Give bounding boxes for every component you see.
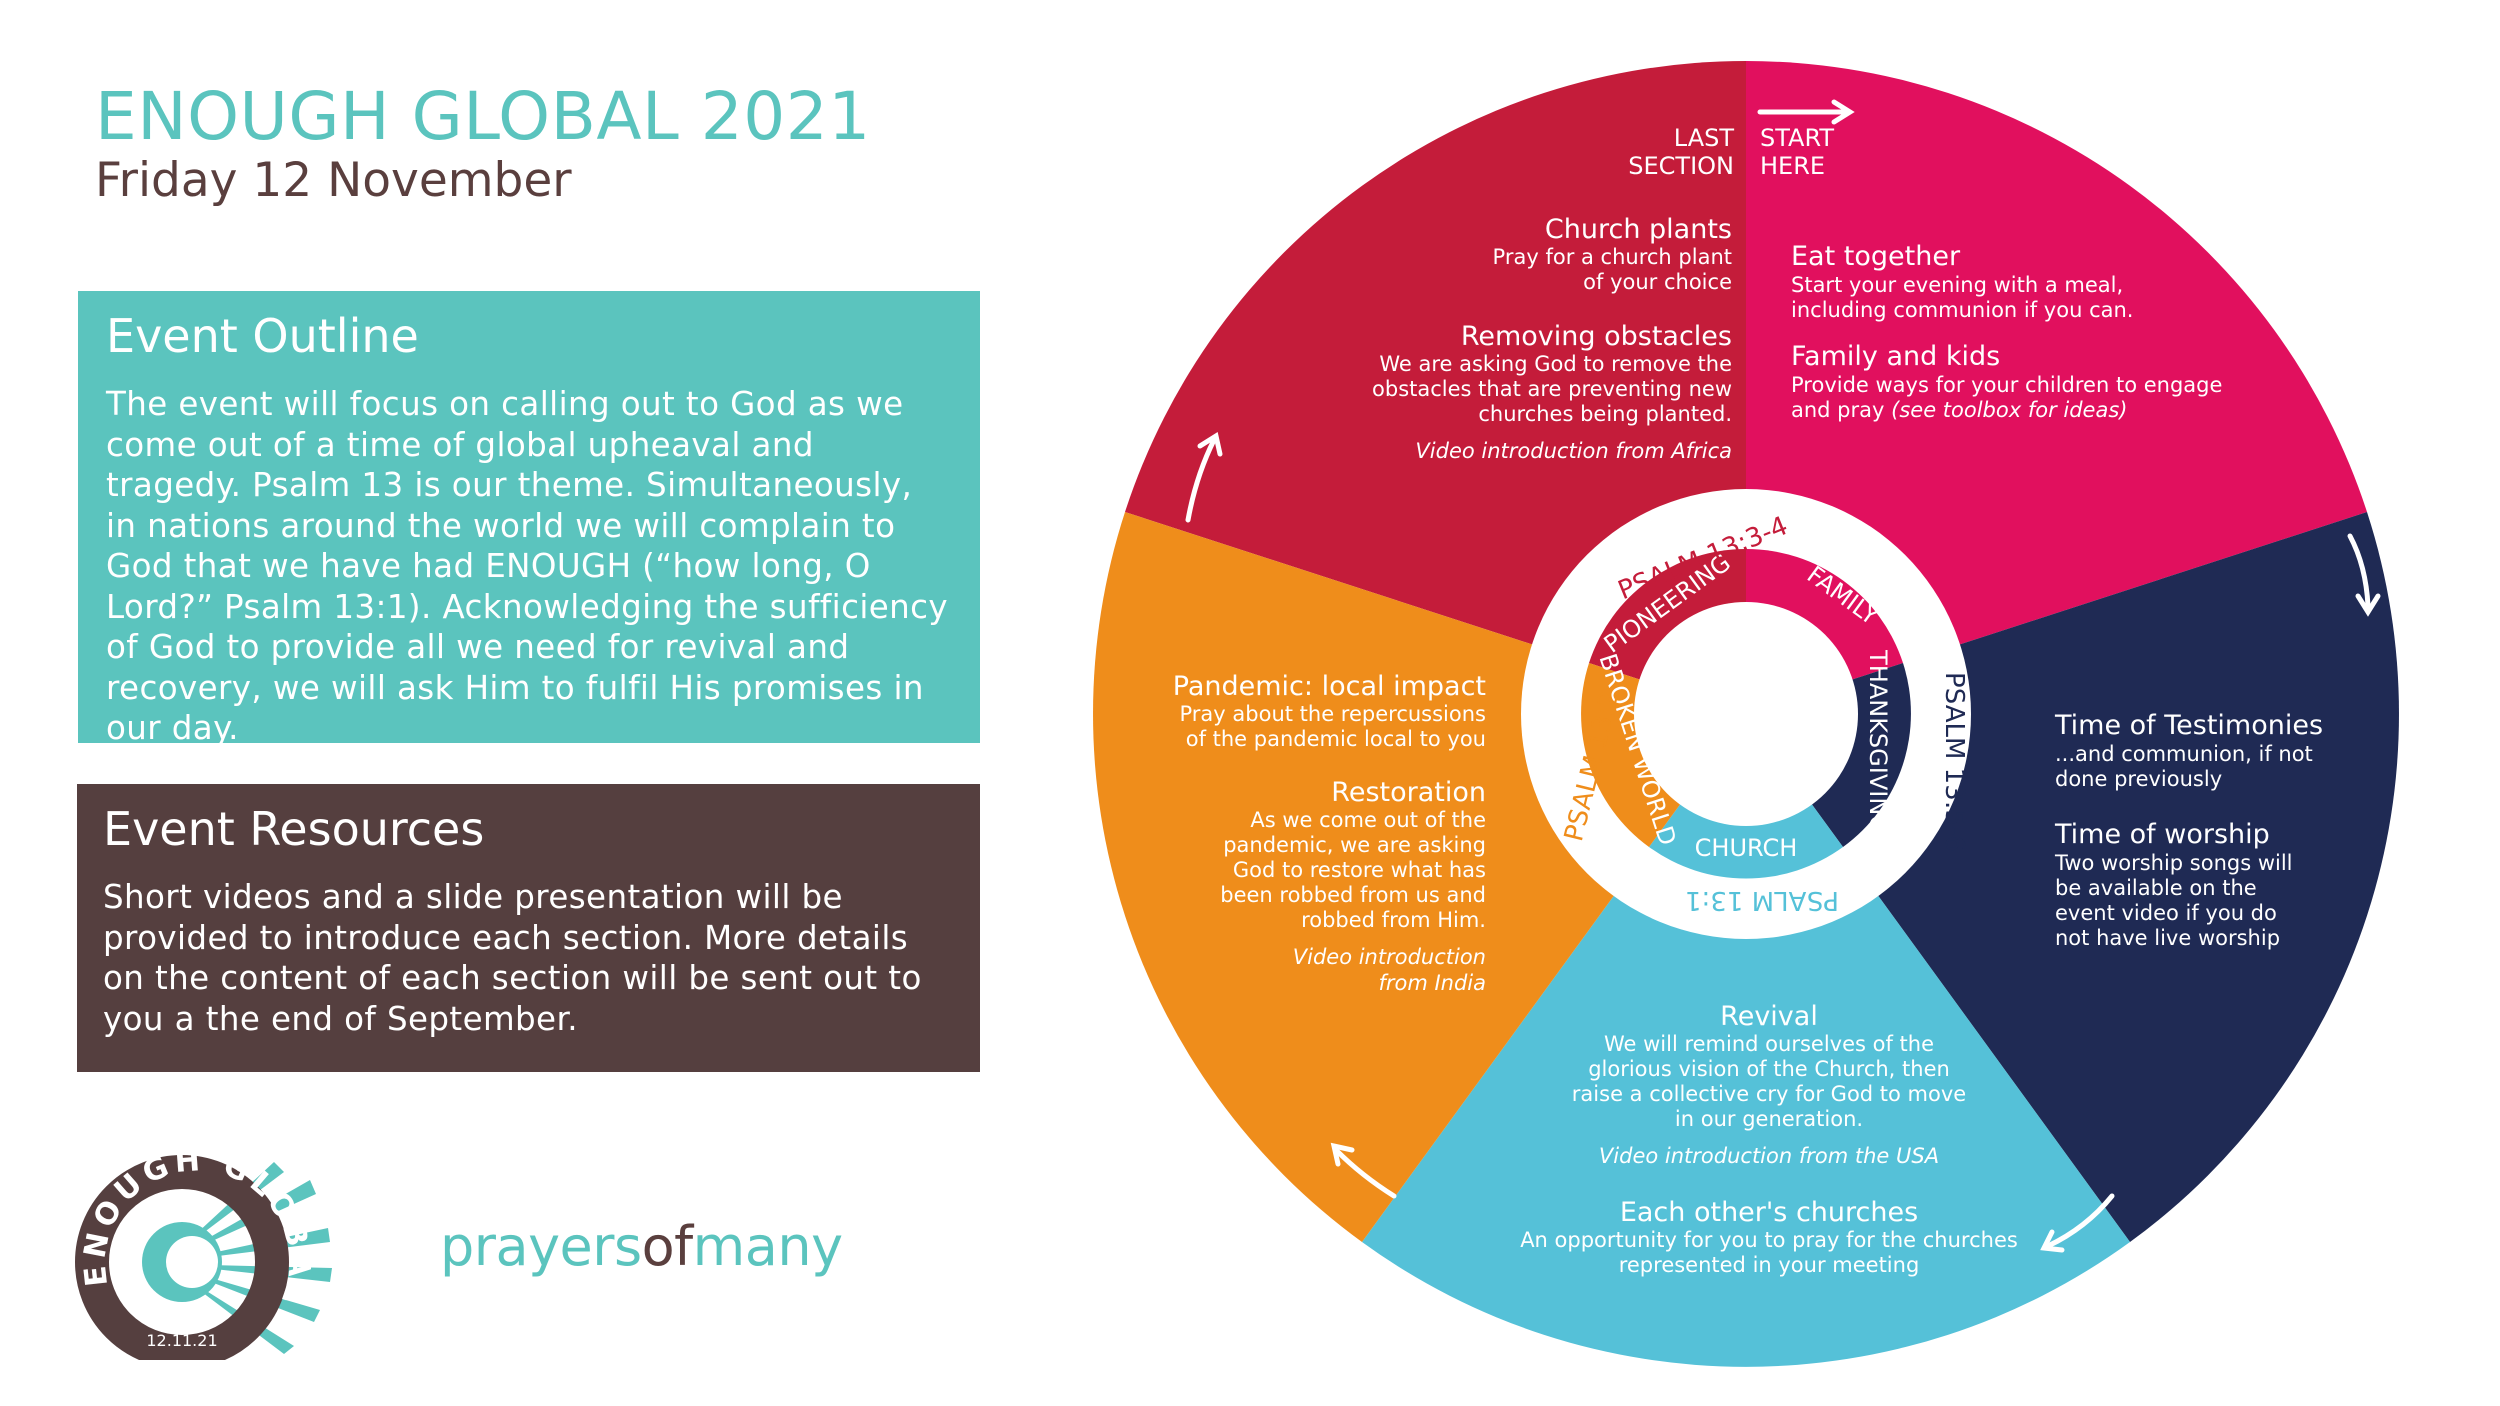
eat-together-line2: including communion if you can. xyxy=(1791,298,2133,322)
church-video-note: Video introduction from the USA xyxy=(1599,1144,1939,1168)
testimonies-line2: done previously xyxy=(2055,767,2222,791)
logo-date: 12.11.21 xyxy=(146,1331,217,1350)
label-psalm-1: PSALM 13:1 xyxy=(1685,885,1839,915)
event-resources-text: Short videos and a slide presentation wi… xyxy=(103,878,922,1038)
family-kids-line2: and pray (see toolbox for ideas) xyxy=(1791,398,2127,422)
family-kids-line1: Provide ways for your children to engage xyxy=(1791,373,2222,397)
removing-obstacles-line1: We are asking God to remove the xyxy=(1379,352,1732,376)
event-resources-panel: Event Resources Short videos and a slide… xyxy=(77,784,980,1072)
wheel-centre xyxy=(1634,602,1858,826)
sector-church xyxy=(1362,714,2130,1367)
logo-inner-hole xyxy=(166,1236,218,1288)
restoration-line1: As we come out of the xyxy=(1250,808,1486,832)
revival-title: Revival xyxy=(1720,1001,1818,1032)
event-outline-heading: Event Outline xyxy=(106,309,419,363)
sector-family xyxy=(1746,60,2367,714)
prayers-of-many-logo: prayersofmany xyxy=(440,1215,843,1278)
worship-line1: Two worship songs will xyxy=(2054,851,2293,875)
revival-line2: glorious vision of the Church, then xyxy=(1588,1057,1950,1081)
removing-obstacles-title: Removing obstacles xyxy=(1461,321,1732,352)
arrow-start-icon xyxy=(1757,99,1855,125)
restoration-line4: been robbed from us and xyxy=(1220,883,1486,907)
enough-global-logo: ENOUGH GLOBAL 12.11.21 xyxy=(75,1150,332,1360)
eat-together-title: Eat together xyxy=(1791,241,1961,272)
eat-together-line1: Start your evening with a meal, xyxy=(1791,273,2123,297)
arrow-church-icon xyxy=(1330,1142,1397,1199)
label-thanksgiving: THANKSGIVING xyxy=(1864,649,1892,834)
testimonies-title: Time of Testimonies xyxy=(2054,710,2323,741)
arrow-family-icon xyxy=(2347,533,2381,617)
family-kids-title: Family and kids xyxy=(1791,341,2000,372)
restoration-line2: pandemic, we are asking xyxy=(1223,833,1486,857)
label-church: CHURCH xyxy=(1695,834,1798,862)
broken-video-line1: Video introduction xyxy=(1293,945,1486,969)
removing-obstacles-line3: churches being planted. xyxy=(1478,402,1732,426)
restoration-line3: God to restore what has xyxy=(1233,858,1486,882)
worship-line2: be available on the xyxy=(2055,876,2257,900)
start-here-line2: HERE xyxy=(1760,152,1825,180)
testimonies-line1: ...and communion, if not xyxy=(2055,742,2313,766)
pandemic-line1: Pray about the repercussions xyxy=(1180,702,1487,726)
church-plants-line2: of your choice xyxy=(1583,270,1732,294)
revival-line1: We will remind ourselves of the xyxy=(1604,1032,1934,1056)
church-plants-line1: Pray for a church plant xyxy=(1493,245,1732,269)
pandemic-title: Pandemic: local impact xyxy=(1173,671,1486,702)
last-section-line2: SECTION xyxy=(1628,152,1734,180)
event-outline-text: The event will focus on calling out to G… xyxy=(106,385,949,748)
start-here-line1: START xyxy=(1760,124,1834,152)
brand-many: many xyxy=(692,1215,843,1278)
event-resources-heading: Event Resources xyxy=(103,802,485,856)
last-section-line1: LAST xyxy=(1674,124,1735,152)
brand-of: of xyxy=(641,1215,694,1278)
revival-line4: in our generation. xyxy=(1675,1107,1863,1131)
arrow-broken-icon xyxy=(1185,432,1223,523)
page-title: ENOUGH GLOBAL 2021 xyxy=(95,78,871,155)
event-outline-panel: Event Outline The event will focus on ca… xyxy=(78,291,980,747)
church-plants-title: Church plants xyxy=(1545,214,1732,245)
family-section-text: Eat together Start your evening with a m… xyxy=(1791,241,2222,422)
arrow-thanks-icon xyxy=(2040,1193,2115,1253)
broken-world-section-text: Pandemic: local impact Pray about the re… xyxy=(1173,671,1486,995)
each-others-churches-title: Each other's churches xyxy=(1620,1197,1918,1228)
worship-line3: event video if you do xyxy=(2055,901,2277,925)
restoration-title: Restoration xyxy=(1331,777,1486,808)
worship-line4: not have live worship xyxy=(2055,926,2280,950)
label-psalm-5-6: PSALM 13:5-6 xyxy=(1939,672,1969,852)
pandemic-line2: of the pandemic local to you xyxy=(1186,727,1486,751)
each-others-churches-line2: represented in your meeting xyxy=(1619,1253,1920,1277)
broken-video-line2: from India xyxy=(1378,971,1486,995)
page-subtitle: Friday 12 November xyxy=(95,153,572,208)
removing-obstacles-line2: obstacles that are preventing new xyxy=(1372,377,1732,401)
brand-prayers: prayers xyxy=(440,1215,642,1278)
pioneering-video-note: Video introduction from Africa xyxy=(1415,439,1732,463)
restoration-line5: robbed from Him. xyxy=(1301,908,1486,932)
pioneering-section-text: Church plants Pray for a church plant of… xyxy=(1372,214,1732,463)
logo-ring xyxy=(75,1155,289,1360)
sector-pioneering xyxy=(1125,61,1746,714)
church-section-text: Revival We will remind ourselves of the … xyxy=(1520,1001,2018,1277)
each-others-churches-line1: An opportunity for you to pray for the c… xyxy=(1520,1228,2018,1252)
worship-title: Time of worship xyxy=(2054,819,2270,850)
thanksgiving-section-text: Time of Testimonies ...and communion, if… xyxy=(2054,710,2323,950)
revival-line3: raise a collective cry for God to move xyxy=(1572,1082,1966,1106)
